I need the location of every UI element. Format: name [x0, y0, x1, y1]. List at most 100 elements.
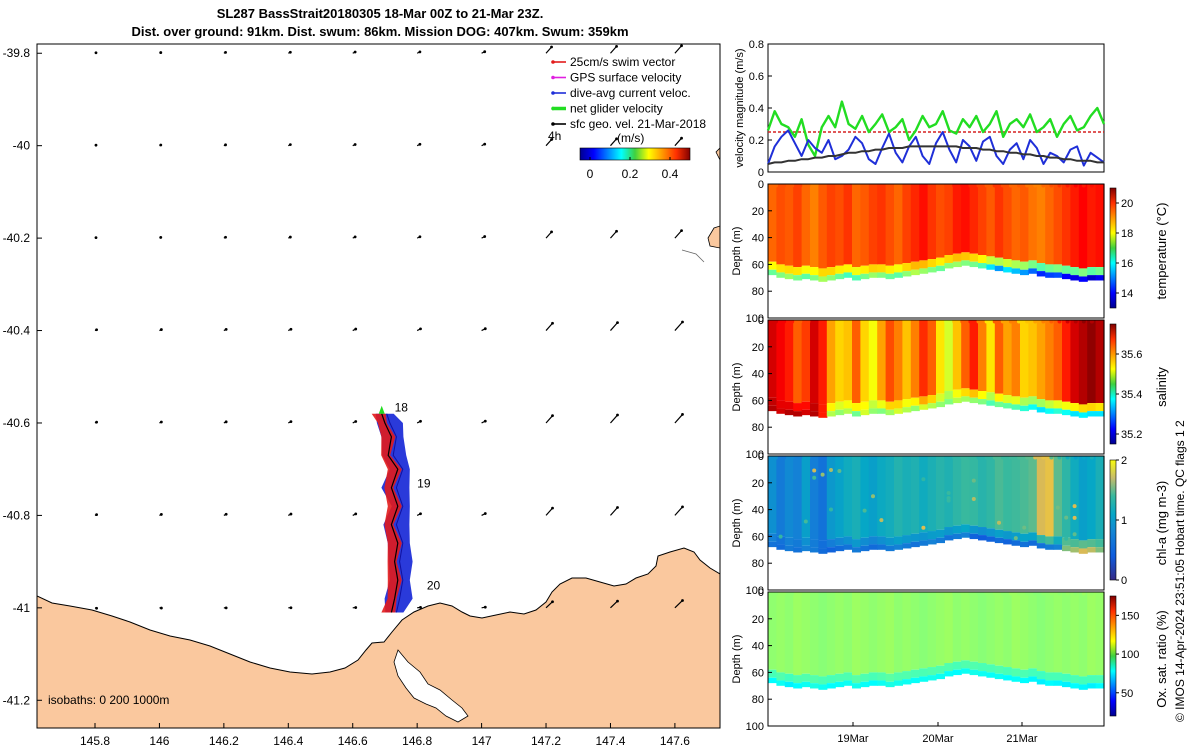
section-cell [927, 539, 937, 545]
velocity-vector-shaft [674, 45, 682, 54]
section-cell [852, 320, 861, 404]
section-cell [902, 679, 912, 685]
legend-label: GPS surface velocity [570, 71, 681, 85]
section-cell [910, 320, 920, 398]
velocity-vector [481, 512, 487, 516]
section-cell [843, 272, 853, 278]
section-cell [978, 456, 987, 528]
velocity-vector-head [616, 599, 619, 603]
section-cell [1036, 263, 1046, 272]
section-cell [885, 545, 895, 552]
section-cell [961, 396, 971, 402]
section-cell [894, 672, 903, 681]
section-cell [768, 184, 777, 262]
section-cell [835, 545, 845, 552]
section-y-tick-label: 0 [758, 315, 764, 327]
section-cell [1028, 592, 1038, 669]
velocity-vector [352, 327, 358, 332]
section-cell [978, 391, 987, 400]
section-colorbar-tick-label: 35.2 [1121, 429, 1142, 441]
section-cell [835, 184, 845, 266]
velocity-vector-head [288, 143, 292, 147]
section-cell [768, 269, 777, 276]
section-cell [944, 671, 954, 677]
velocity-vector-head [159, 606, 163, 610]
section-cell [1078, 592, 1088, 677]
velocity-vector [610, 321, 619, 331]
isobath-200 [681, 249, 705, 263]
velocity-vector [352, 420, 358, 424]
section-cell [868, 184, 878, 265]
section-cell [978, 535, 987, 541]
section-colorbar-tick-label: 18 [1121, 228, 1133, 240]
section-cell [910, 669, 920, 678]
section-cell [927, 456, 937, 532]
section-cell [919, 592, 929, 669]
section-ylabel: Depth (m) [731, 363, 743, 412]
section-cell [978, 184, 987, 256]
section-cell [877, 320, 887, 401]
section-cell [868, 400, 878, 409]
velocity-vector [545, 138, 553, 147]
section-scatter-dot [1055, 505, 1060, 510]
section-cell [994, 401, 1004, 408]
section-cell [952, 184, 962, 254]
section-cell [810, 592, 819, 676]
section-cell [919, 268, 929, 274]
section-cell [961, 660, 971, 669]
section-cell [919, 404, 929, 410]
section-cell [1020, 184, 1029, 262]
section-cell [852, 547, 861, 553]
section-y-tick-label: 80 [752, 558, 764, 570]
map-x-tick-label: 146.4 [273, 734, 303, 748]
section-cell [986, 320, 996, 393]
section-cell [801, 265, 811, 274]
speed-colorbar [579, 147, 691, 161]
tamar-estuary [393, 649, 469, 723]
velocity-vector [352, 143, 357, 147]
section-cell [885, 401, 895, 410]
velocity-vector-head [483, 512, 487, 515]
section-cell [910, 269, 920, 276]
velocity-vector [94, 420, 98, 424]
section-cell [1070, 184, 1080, 268]
velocity-vector-head [615, 137, 618, 141]
legend-swatch-head [551, 91, 555, 95]
section-scatter-dot [921, 477, 926, 482]
section-colorbar-label: salinity [1154, 367, 1169, 407]
velocity-vector-head [419, 605, 422, 609]
section-cell [910, 397, 920, 406]
section-cell [860, 184, 870, 266]
section-cell [1028, 184, 1038, 261]
section-cell [936, 257, 945, 266]
section-cell [1020, 541, 1029, 548]
section-cell [835, 401, 845, 410]
section-x-tick-label: 20Mar [922, 733, 954, 745]
velocity-vector [545, 414, 554, 424]
section-scatter-dot [1072, 515, 1077, 520]
section-cell [961, 532, 971, 538]
section-cell [1087, 456, 1097, 540]
section-cell [784, 592, 794, 674]
velocity-vector-head [159, 51, 163, 54]
section-cell [1078, 412, 1088, 418]
velocity-vector [545, 600, 554, 609]
section-cell [818, 404, 828, 413]
velocity-vector-head [354, 420, 358, 423]
velocity-vector-head [159, 420, 163, 424]
section-cell [877, 456, 887, 537]
section-cell [826, 675, 836, 684]
velocity-vector-head [483, 327, 487, 331]
section-cell [1095, 547, 1105, 553]
section-cell [818, 592, 828, 677]
section-cell [919, 532, 929, 541]
section-cell [927, 667, 937, 676]
section-cell [1036, 535, 1046, 544]
velocity-vector-head [680, 229, 683, 233]
section-cell [1087, 320, 1097, 404]
section-cell [1003, 539, 1013, 545]
section-cell [1087, 539, 1097, 548]
section-cell [1036, 679, 1046, 685]
section-cell [1028, 396, 1038, 405]
section-cell [776, 544, 786, 550]
